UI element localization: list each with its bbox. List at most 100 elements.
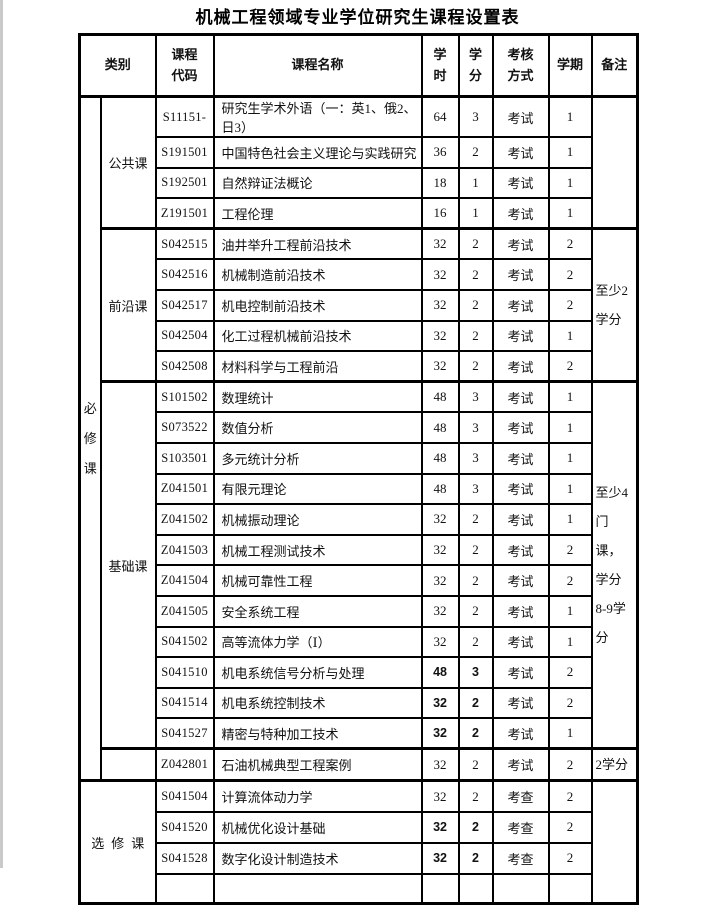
- note-cell: 至少2 学分: [590, 227, 639, 383]
- credits-cell: 3: [457, 411, 494, 444]
- course-name-cell: 数值分析: [212, 411, 423, 444]
- semester-cell: 2: [547, 841, 593, 875]
- semester-cell: 2: [547, 258, 593, 291]
- header-category: 类别: [78, 33, 157, 98]
- assessment-cell: 考试: [491, 288, 550, 322]
- course-code-cell: S191501: [154, 136, 215, 169]
- assessment-cell: 考试: [491, 166, 550, 200]
- assessment-cell: 考试: [491, 472, 550, 506]
- credits-cell: 2: [457, 594, 494, 628]
- credits-cell: 3: [457, 441, 494, 475]
- course-name-cell: 机械优化设计基础: [212, 810, 423, 844]
- course-name-cell: 油井举升工程前沿技术: [212, 227, 423, 261]
- course-code-cell: S041527: [154, 717, 215, 750]
- hours-cell: 32: [420, 533, 460, 567]
- course-name-cell: 多元统计分析: [212, 441, 423, 475]
- course-table-wrap: 类别 课程 代码 课程名称 学 时 学 分 考核 方式 学期 备注 必修课 公共课…: [78, 33, 640, 905]
- note-cell: [590, 779, 639, 905]
- hours-cell: 32: [420, 288, 460, 322]
- credits-cell: 3: [457, 95, 494, 138]
- credits-cell: 2: [457, 717, 494, 750]
- hours-cell: 64: [420, 95, 460, 138]
- course-name-cell: 机电系统控制技术: [212, 686, 423, 720]
- header-hours: 学 时: [420, 33, 460, 98]
- credits-cell: 2: [457, 564, 494, 597]
- semester-cell: 1: [547, 411, 593, 444]
- credits-cell: 2: [457, 686, 494, 720]
- credits-cell: 2: [457, 319, 494, 353]
- course-name-cell: 安全系统工程: [212, 594, 423, 628]
- course-name-cell: 计算流体动力学: [212, 779, 423, 813]
- assessment-cell: 考试: [491, 319, 550, 353]
- course-code-cell: S042508: [154, 350, 215, 383]
- course-name-cell: 机械制造前沿技术: [212, 258, 423, 291]
- category-required-label: 必修课: [83, 400, 97, 476]
- assessment-cell: 考试: [491, 717, 550, 750]
- course-name-cell: 材料科学与工程前沿: [212, 350, 423, 383]
- course-code-cell: S11151-: [154, 95, 215, 138]
- category-required-cell: 必修课: [78, 95, 102, 782]
- hours-cell: 32: [420, 747, 460, 782]
- course-name-cell: 化工过程机械前沿技术: [212, 319, 423, 353]
- assessment-cell: 考试: [491, 686, 550, 720]
- table-row: Z041504 机械可靠性工程 32 2 考试 2: [80, 564, 638, 597]
- table-row: S192501 自然辩证法概论 18 1 考试 1: [80, 166, 638, 200]
- course-name-cell: 工程伦理: [212, 197, 423, 230]
- semester-cell: 2: [547, 288, 593, 322]
- category-sub-cell: 基础课: [99, 380, 157, 750]
- assessment-cell: 考试: [491, 95, 550, 138]
- table-row: S103501 多元统计分析 48 3 考试 1: [80, 441, 638, 475]
- course-code-cell: S103501: [154, 441, 215, 475]
- course-code-cell: S101502: [154, 380, 215, 414]
- table-row: S041514 机电系统控制技术 32 2 考试 2: [80, 686, 638, 720]
- table-row: Z041501 有限元理论 48 3 考试 1: [80, 472, 638, 506]
- semester-cell: 2: [547, 779, 593, 813]
- credits-cell: 2: [457, 533, 494, 567]
- course-name-cell: 高等流体力学（Ⅰ）: [212, 625, 423, 659]
- semester-cell: 2: [547, 564, 593, 597]
- header-credits: 学 分: [457, 33, 494, 98]
- semester-cell: 1: [547, 380, 593, 414]
- table-row: 基础课 S101502 数理统计 48 3 考试 1 至少4 门课， 学分 8-9学 分: [80, 380, 639, 750]
- semester-cell: 1: [547, 625, 593, 659]
- credits-cell: 2: [457, 503, 494, 536]
- hours-cell: 36: [420, 136, 460, 169]
- hours-cell: 18: [420, 166, 460, 200]
- hours-cell: 32: [420, 841, 460, 875]
- semester-cell: 2: [547, 350, 593, 383]
- assessment-cell: 考查: [491, 779, 550, 813]
- semester-cell: [547, 872, 593, 905]
- table-row: Z041505 安全系统工程 32 2 考试 1: [80, 594, 638, 628]
- semester-cell: 1: [547, 717, 593, 750]
- course-code-cell: S041510: [154, 656, 215, 689]
- table-row: S041520 机械优化设计基础 32 2 考查 2: [80, 810, 638, 844]
- credits-cell: 2: [457, 779, 494, 813]
- course-code-cell: S041502: [154, 625, 215, 659]
- course-name-cell: 数字化设计制造技术: [212, 841, 423, 875]
- semester-cell: 2: [547, 747, 593, 782]
- table-row: S042517 机电控制前沿技术 32 2 考试 2: [80, 288, 638, 322]
- course-name-cell: 数理统计: [212, 380, 423, 414]
- table-row: 必修课 公共课 S11151- 研究生学术外语（一：英1、俄2、日3） 64 3 考试 1: [78, 95, 639, 782]
- table-row: 选修课 S041504 计算流体动力学 32 2 考查 2: [78, 779, 639, 905]
- hours-cell: 32: [420, 779, 460, 813]
- course-code-cell: Z041502: [154, 503, 215, 536]
- hours-cell: 32: [420, 258, 460, 291]
- semester-cell: 2: [547, 686, 593, 720]
- assessment-cell: [491, 872, 550, 905]
- scan-edge-shadow: [0, 0, 3, 868]
- note-cell: [590, 95, 639, 230]
- assessment-cell: 考试: [491, 197, 550, 230]
- hours-cell: 48: [420, 472, 460, 506]
- semester-cell: 1: [547, 503, 593, 536]
- hours-cell: 32: [420, 625, 460, 659]
- assessment-cell: 考试: [491, 411, 550, 444]
- table-row: S041502 高等流体力学（Ⅰ） 32 2 考试 1: [80, 625, 638, 659]
- assessment-cell: 考试: [491, 656, 550, 689]
- course-name-cell: 机械工程测试技术: [212, 533, 423, 567]
- semester-cell: 1: [547, 472, 593, 506]
- semester-cell: 1: [547, 197, 593, 230]
- semester-cell: 2: [547, 656, 593, 689]
- hours-cell: [420, 872, 460, 905]
- table-row: Z041502 机械振动理论 32 2 考试 1: [80, 503, 638, 536]
